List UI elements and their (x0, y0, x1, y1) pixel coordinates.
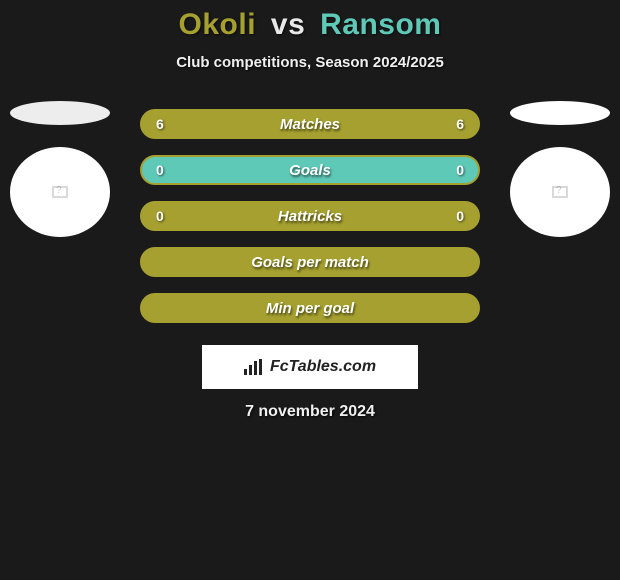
stats-bars: 6 Matches 6 0 Goals 0 0 Hattricks 0 Goals per mat… (140, 109, 480, 323)
player2-name: Ransom (320, 8, 441, 41)
date-label: 7 november 2024 (0, 403, 620, 421)
right-ellipse-icon (510, 101, 610, 125)
stat-left-value: 6 (156, 116, 174, 132)
stat-label: Min per goal (266, 300, 354, 317)
stat-right-value: 0 (446, 162, 464, 178)
footer-logo: FcTables.com (202, 345, 418, 389)
logo-text: FcTables.com (270, 358, 376, 376)
main-area: 6 Matches 6 0 Goals 0 0 Hattricks 0 Goals per mat… (0, 109, 620, 323)
barchart-icon (244, 359, 264, 375)
stat-bar: Min per goal (140, 293, 480, 323)
left-ellipse-icon (10, 101, 110, 125)
subtitle: Club competitions, Season 2024/2025 (0, 54, 620, 71)
stat-left-value: 0 (156, 162, 174, 178)
page-title: Okoli vs Ransom (0, 8, 620, 42)
stat-bar: 0 Hattricks 0 (140, 201, 480, 231)
right-avatar-placeholder (510, 147, 610, 237)
stat-bar: 0 Goals 0 (140, 155, 480, 185)
stat-right-value: 0 (446, 208, 464, 224)
stat-label: Goals per match (251, 254, 369, 271)
stat-left-value: 0 (156, 208, 174, 224)
stat-label: Matches (280, 116, 340, 133)
placeholder-icon (552, 186, 568, 198)
stat-bar: Goals per match (140, 247, 480, 277)
player1-name: Okoli (179, 8, 257, 41)
comparison-widget: Okoli vs Ransom Club competitions, Seaso… (0, 0, 620, 421)
stat-label: Goals (289, 162, 331, 179)
left-decoration (10, 101, 110, 237)
stat-right-value: 6 (446, 116, 464, 132)
placeholder-icon (52, 186, 68, 198)
right-decoration (510, 101, 610, 237)
vs-label: vs (271, 8, 305, 41)
left-avatar-placeholder (10, 147, 110, 237)
stat-bar: 6 Matches 6 (140, 109, 480, 139)
stat-label: Hattricks (278, 208, 342, 225)
